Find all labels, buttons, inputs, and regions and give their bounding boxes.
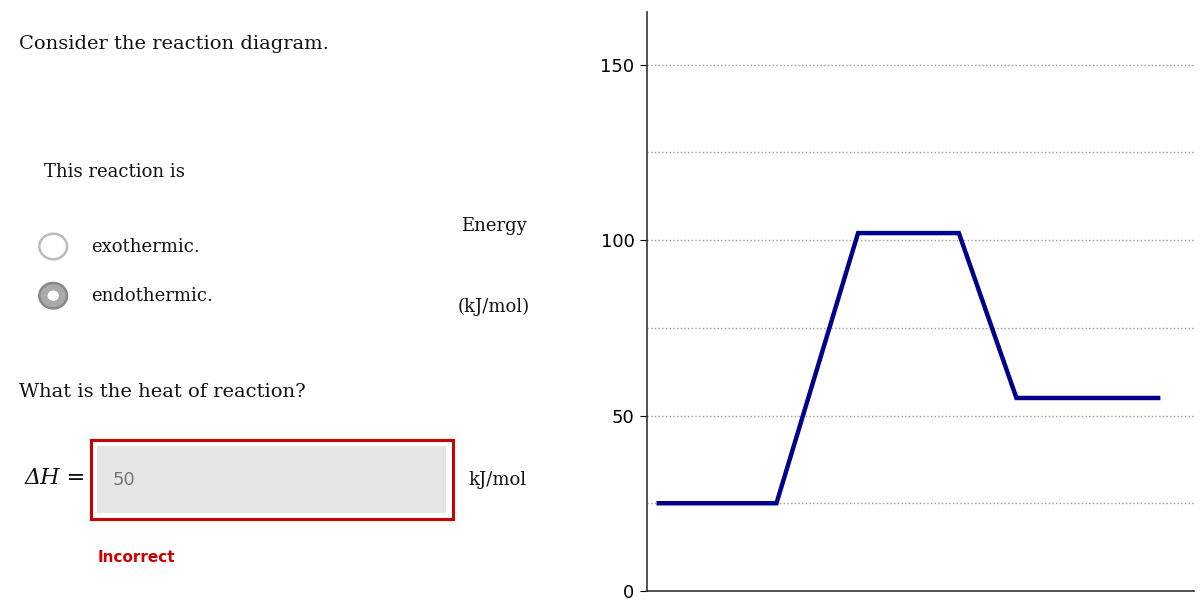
Bar — [97, 446, 446, 513]
Text: exothermic.: exothermic. — [91, 238, 199, 256]
Circle shape — [40, 234, 67, 259]
Text: kJ/mol: kJ/mol — [468, 470, 527, 488]
Text: This reaction is: This reaction is — [43, 163, 185, 180]
Text: Incorrect: Incorrect — [97, 551, 175, 566]
Text: What is the heat of reaction?: What is the heat of reaction? — [18, 382, 305, 400]
Text: endothermic.: endothermic. — [91, 286, 212, 305]
Text: ΔH =: ΔH = — [25, 467, 86, 489]
Text: Energy: Energy — [461, 217, 527, 235]
Circle shape — [48, 291, 59, 301]
Circle shape — [40, 283, 67, 309]
Bar — [91, 440, 452, 519]
Text: (kJ/mol): (kJ/mol) — [457, 298, 529, 317]
Text: 50: 50 — [113, 470, 136, 488]
Text: Consider the reaction diagram.: Consider the reaction diagram. — [18, 35, 329, 53]
